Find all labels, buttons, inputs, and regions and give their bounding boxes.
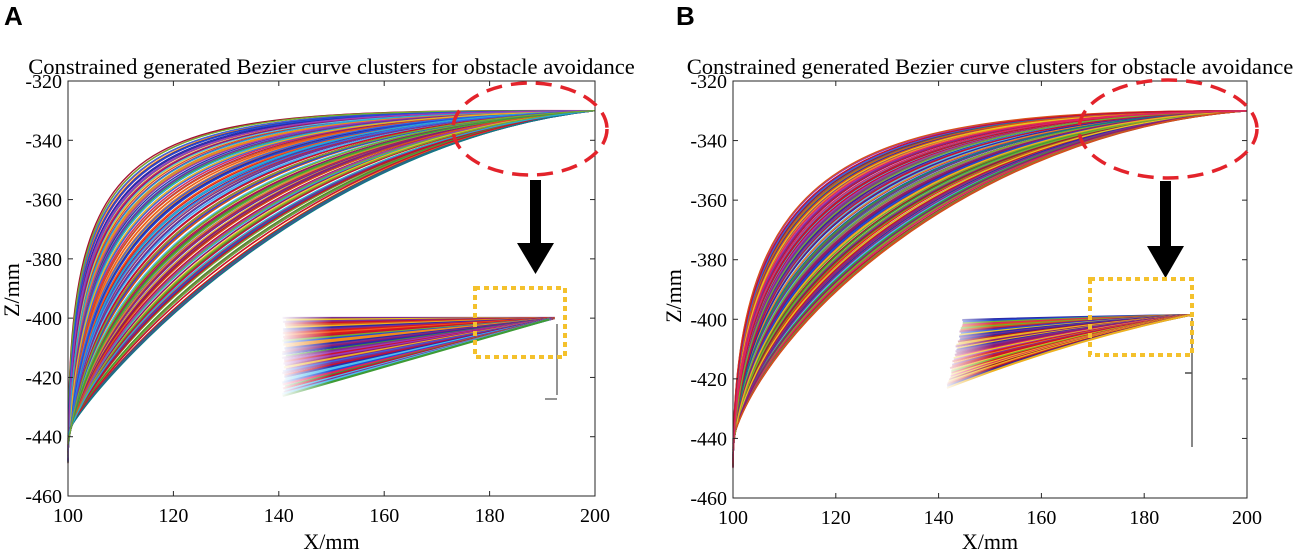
bezier-curve xyxy=(732,110,1248,447)
bezier-curve xyxy=(67,109,596,433)
y-tick-label: -320 xyxy=(690,71,727,93)
y-tick-label: -360 xyxy=(690,190,727,212)
y-tick-label: -400 xyxy=(690,309,727,331)
bezier-curve xyxy=(67,109,596,443)
y-tick-label: -460 xyxy=(690,488,727,510)
zoom-box xyxy=(473,286,567,359)
zoom-inset xyxy=(281,286,567,400)
panel-label: B xyxy=(676,1,695,31)
highlight-ellipse xyxy=(451,81,609,177)
bezier-curve xyxy=(67,109,596,463)
y-tick-label: -380 xyxy=(690,250,727,272)
panel-label: A xyxy=(4,1,23,31)
x-tick-label: 140 xyxy=(264,505,294,527)
x-tick-label: 180 xyxy=(1129,507,1159,529)
bezier-curve xyxy=(732,110,1248,455)
x-tick-label: 140 xyxy=(924,507,954,529)
down-arrow xyxy=(517,180,554,274)
bezier-curve xyxy=(732,110,1248,466)
bezier-curve xyxy=(67,109,596,439)
bezier-curve xyxy=(67,109,596,436)
panel-a: A Constrained generated Bezier curve clu… xyxy=(0,1,635,552)
bezier-curve xyxy=(67,109,596,439)
bezier-curve xyxy=(67,109,596,449)
curve-cluster xyxy=(732,110,1248,469)
bezier-curve xyxy=(67,109,596,432)
bezier-curve xyxy=(732,110,1248,458)
bezier-curve xyxy=(732,110,1248,447)
bezier-curve xyxy=(732,110,1248,469)
x-tick-label: 160 xyxy=(369,505,399,527)
arrow-head xyxy=(517,243,554,274)
x-tick-label: 160 xyxy=(1026,507,1056,529)
x-tick-label: 120 xyxy=(821,507,851,529)
bezier-curve xyxy=(732,110,1248,445)
x-tick-label: 100 xyxy=(53,505,83,527)
y-tick-label: -460 xyxy=(25,486,62,508)
bezier-curve xyxy=(67,109,596,446)
bezier-curve xyxy=(67,109,596,455)
bezier-curve xyxy=(67,109,596,456)
plot-frame xyxy=(67,80,596,497)
highlight-ellipse xyxy=(1077,78,1259,180)
axis-ticks: 100 120 140 160 180 200 -320 -340 -360 -380 -400 -4… xyxy=(690,71,1262,529)
x-tick-label: 100 xyxy=(718,507,748,529)
inset-curves xyxy=(946,314,1191,389)
y-axis-label: Z/mm xyxy=(0,263,24,317)
y-tick-label: -340 xyxy=(690,131,727,153)
y-tick-label: -420 xyxy=(690,369,727,391)
bezier-curve xyxy=(732,110,1248,464)
inset-curve xyxy=(282,318,550,398)
y-tick-label: -320 xyxy=(25,71,62,93)
arrow-head xyxy=(1147,246,1184,278)
y-tick-label: -380 xyxy=(25,249,62,271)
inset-curves xyxy=(281,316,555,398)
inset-curve xyxy=(946,314,1191,389)
chart-title: Constrained generated Bezier curve clust… xyxy=(687,54,1294,79)
bezier-curve xyxy=(732,110,1248,462)
bezier-curve xyxy=(67,109,596,437)
x-axis-label: X/mm xyxy=(962,529,1018,552)
bezier-curve xyxy=(67,109,596,461)
bezier-curve xyxy=(67,109,596,450)
x-tick-label: 120 xyxy=(158,505,188,527)
bezier-curve xyxy=(67,109,596,440)
plot-frame xyxy=(732,80,1248,499)
bezier-curve xyxy=(732,110,1248,439)
y-tick-label: -440 xyxy=(25,427,62,449)
axis-ticks: 100 120 140 160 180 200 -320 -340 -360 -380 -400 -4… xyxy=(25,71,610,527)
bezier-curve xyxy=(67,109,596,452)
curve-cluster xyxy=(67,109,596,464)
y-tick-label: -400 xyxy=(25,308,62,330)
y-tick-label: -360 xyxy=(25,190,62,212)
chart-title: Constrained generated Bezier curve clust… xyxy=(28,54,635,79)
zoom-inset xyxy=(946,277,1194,447)
x-tick-label: 200 xyxy=(1232,507,1262,529)
arrow-shaft xyxy=(530,180,541,244)
bezier-curve xyxy=(67,109,596,444)
y-tick-label: -340 xyxy=(25,130,62,152)
down-arrow xyxy=(1147,181,1184,278)
zoom-box xyxy=(1088,277,1194,357)
bezier-curve xyxy=(732,110,1248,443)
bezier-curve xyxy=(67,109,596,458)
bezier-curve xyxy=(732,110,1248,449)
bezier-curve xyxy=(732,110,1248,451)
y-axis-label: Z/mm xyxy=(661,269,686,323)
panel-b: B Constrained generated Bezier curve clu… xyxy=(661,1,1293,552)
bezier-curve xyxy=(67,109,596,435)
x-tick-label: 180 xyxy=(475,505,505,527)
bezier-curve xyxy=(732,110,1248,468)
bezier-curve xyxy=(67,109,596,462)
bezier-curve xyxy=(732,110,1248,456)
bezier-curve xyxy=(732,110,1248,442)
bezier-curve xyxy=(732,110,1248,454)
x-tick-label: 200 xyxy=(580,505,610,527)
x-axis-label: X/mm xyxy=(303,529,359,552)
arrow-shaft xyxy=(1160,181,1171,247)
y-tick-label: -440 xyxy=(690,428,727,450)
bezier-curve xyxy=(67,109,596,451)
y-tick-label: -420 xyxy=(25,367,62,389)
